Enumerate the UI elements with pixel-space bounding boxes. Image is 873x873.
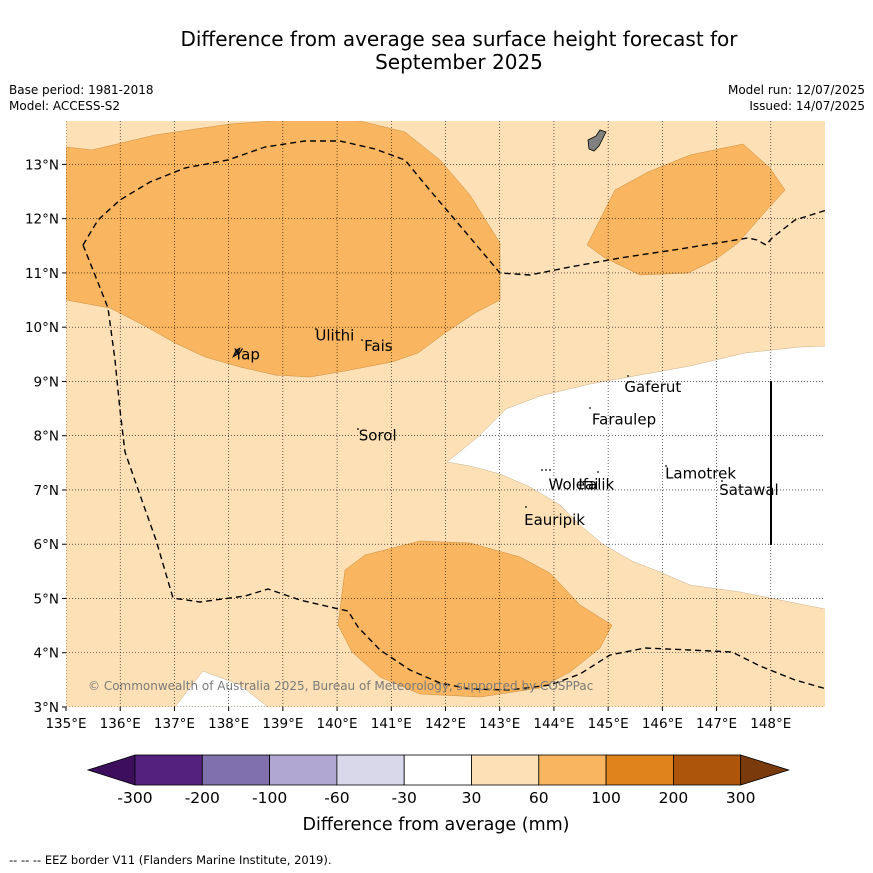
yap-island [232,347,241,358]
lat-tick-label: 8°N [34,429,59,445]
island-specks [315,328,723,508]
issued-date: Issued: 14/07/2025 [749,99,865,113]
lon-tick-label: 144°E [533,716,574,732]
meta-right: Model run: 12/07/2025 Issued: 14/07/2025 [728,82,865,114]
lon-tick-label: 147°E [696,716,737,732]
colorbar-swatch [134,754,203,786]
place-label: Eauripik [524,511,585,529]
colorbar-swatch [201,754,271,786]
lat-tick-label: 12°N [25,212,59,228]
guam-island [587,129,607,152]
colorbar-tick-label: 30 [462,789,482,807]
model-run: Model run: 12/07/2025 [727,83,865,97]
lat-tick-label: 5°N [34,591,59,607]
place-label: Faraulep [592,410,656,428]
colorbar-tick-label: 100 [591,789,621,807]
base-period: Base period: 1981-2018 [9,83,154,97]
place-label: Sorol [359,427,397,445]
colorbar-ticks: -300 -200 -100 -60 -30 30 60 100 200 300 [117,789,755,807]
colorbar-tick-label: 60 [529,789,549,807]
band-neutral-south-patch [174,670,269,707]
axis-ticks: 135°E 136°E 137°E 138°E 139°E 140°E 141°E 142°E… [25,157,791,732]
eez-footnote: -- -- -- EEZ border V11 (Flanders Marine… [9,853,332,867]
lon-tick-label: 143°E [479,716,520,732]
lat-tick-label: 3°N [34,700,59,716]
colorbar-swatch [336,754,405,786]
lon-tick-label: 136°E [100,716,141,732]
colorbar-tick-label: -100 [252,789,287,807]
colorbar-swatch [269,754,338,786]
colorbar: -300 -200 -100 -60 -30 30 60 100 200 300 Differen… [86,754,791,835]
lat-tick-label: 11°N [25,266,59,282]
lon-tick-label: 138°E [208,716,249,732]
place-label: Woleai [549,476,599,494]
colorbar-tick-label: -60 [324,789,349,807]
place-label: Yap [233,345,260,363]
gridlines [66,121,825,707]
lat-tick-label: 9°N [34,374,59,390]
place-label: Lamotrek [665,465,736,483]
lat-tick-label: 6°N [34,537,59,553]
lon-tick-label: 146°E [642,716,683,732]
lon-tick-label: 145°E [588,716,629,732]
chart-title: Difference from average sea surface heig… [0,28,873,74]
lon-tick-label: 141°E [371,716,412,732]
colorbar-tick-label: 200 [659,789,689,807]
copyright-text: © Commonwealth of Australia 2025, Bureau… [88,679,593,693]
place-labels: Yap Ulithi Fais Gaferut Faraulep Sorol WoleaiI… [233,326,779,528]
colorbar-extend-low [86,754,136,786]
lat-tick-label: 10°N [25,320,59,336]
eez-border [82,140,825,691]
colorbar-tick-label: -300 [117,789,152,807]
colorbar-swatch [673,754,742,786]
colorbar-swatch [471,754,540,786]
colorbar-tick-label: 300 [726,789,756,807]
lon-tick-label: 137°E [154,716,195,732]
lat-tick-label: 13°N [25,157,59,173]
colorbar-swatch [538,754,607,786]
colorbar-swatches [86,754,791,786]
place-label: Ulithi [315,326,354,344]
meta-left: Base period: 1981-2018 Model: ACCESS-S2 [9,82,154,114]
colorbar-swatch [403,754,472,786]
model-name: Model: ACCESS-S2 [9,99,121,113]
lat-tick-label: 7°N [34,483,59,499]
band-neutral-east [446,345,825,610]
place-label: Fais [364,337,393,355]
colorbar-label: Difference from average (mm) [302,815,569,835]
colorbar-extend-high [740,754,791,786]
title-line-2: September 2025 [375,50,543,74]
lon-tick-label: 140°E [317,716,358,732]
title-line-1: Difference from average sea surface heig… [180,27,738,51]
place-label: Gaferut [624,378,681,396]
place-label: Ifalik [578,476,614,494]
band-60-100-south [337,540,613,698]
lat-tick-label: 4°N [34,646,59,662]
colorbar-tick-label: -30 [392,789,417,807]
lon-tick-label: 142°E [425,716,466,732]
place-label: Satawal [719,481,778,499]
colorbar-tick-label: -200 [185,789,220,807]
map-area: Yap Ulithi Fais Gaferut Faraulep Sorol WoleaiI… [66,121,825,707]
colorbar-swatch [605,754,674,786]
lon-tick-label: 139°E [262,716,303,732]
lon-tick-label: 135°E [45,716,86,732]
band-60-100-northeast [586,143,786,276]
lon-tick-label: 148°E [750,716,791,732]
